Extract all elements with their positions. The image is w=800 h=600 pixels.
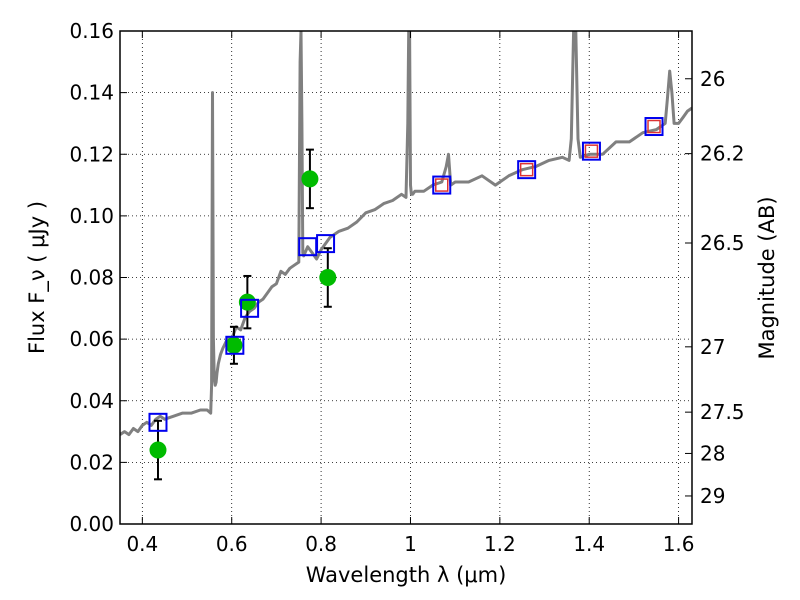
tick-labels: 0.4 0.6 0.8 1 1.2 1.4 1.6 0.00 0.02 0.04 0.06 0.08 0…: [69, 19, 744, 556]
model-spectrum: [120, 31, 692, 437]
model-band-square: [644, 117, 664, 137]
error-bars: [153, 148, 332, 481]
mag-tick-label: 29: [700, 484, 725, 508]
model-band-inner-square: [584, 144, 599, 158]
y-tick-label: 0.02: [69, 450, 114, 474]
model-band-square: [240, 298, 260, 318]
x-tick-label: 0.6: [216, 532, 248, 556]
x-tick-label: 1.6: [663, 532, 695, 556]
mag-tick-label: 27: [700, 335, 725, 359]
axis-ticks: [120, 30, 692, 525]
model-band-square: [581, 141, 601, 161]
y-tick-label: 0.00: [69, 512, 114, 536]
y-tick-label: 0.08: [69, 266, 114, 290]
model-band-inner-square: [435, 178, 449, 192]
y-axis-title: Flux F_ν ( μJy ): [25, 201, 50, 354]
observed-point: [238, 293, 256, 311]
model-band-square: [148, 412, 168, 432]
x-tick-label: 1.2: [484, 532, 516, 556]
model-band-square: [517, 160, 537, 180]
y-tick-label: 0.04: [69, 389, 114, 413]
x-axis-title: Wavelength λ (μm): [306, 563, 507, 587]
mag-tick-label: 26: [700, 67, 725, 91]
model-band-inner-square: [647, 119, 661, 134]
y-tick-label: 0.06: [69, 327, 114, 351]
model-band-square: [432, 175, 452, 195]
mag-tick-label: 28: [700, 441, 725, 465]
y-tick-label: 0.14: [69, 81, 114, 105]
mag-tick-label: 26.5: [700, 231, 745, 255]
mag-tick-label: 27.5: [700, 400, 745, 424]
observed-point: [301, 170, 319, 188]
model-band-squares: [148, 117, 664, 432]
grid: [120, 30, 692, 525]
x-tick-label: 1: [404, 532, 417, 556]
x-tick-label: 0.4: [126, 532, 158, 556]
model-band-inner-square: [519, 162, 534, 177]
x-tick-label: 1.4: [573, 532, 605, 556]
observed-point: [319, 269, 337, 286]
model-band-square: [225, 335, 245, 355]
mag-tick-label: 26.2: [700, 142, 745, 166]
plot-frame: [119, 30, 693, 525]
y2-axis-title: Magnitude (AB): [755, 196, 779, 359]
observed-point: [225, 336, 243, 354]
observed-point: [149, 441, 167, 459]
y-tick-label: 0.10: [69, 204, 114, 228]
spectrum-line: [120, 31, 692, 437]
model-band-square: [316, 234, 336, 254]
y-tick-label: 0.16: [69, 19, 114, 43]
y-tick-label: 0.12: [69, 142, 114, 166]
x-tick-label: 0.8: [305, 532, 337, 556]
